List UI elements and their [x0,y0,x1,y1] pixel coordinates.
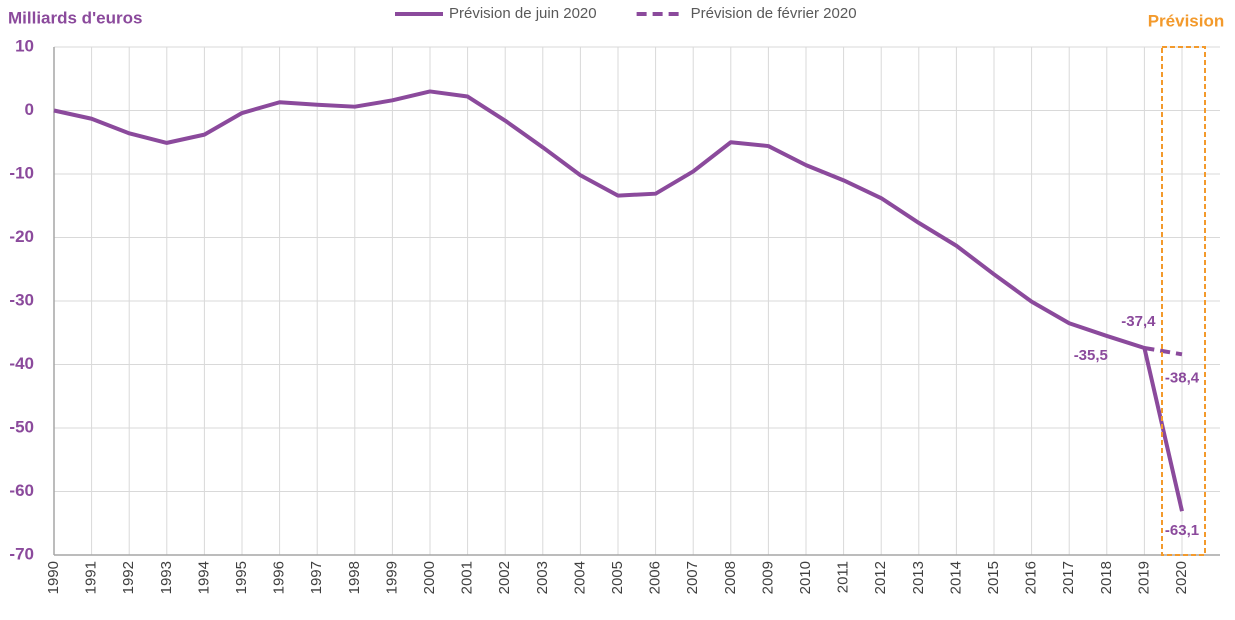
x-tick-label: 1994 [195,561,212,594]
x-tick-label: 1991 [83,561,100,594]
x-tick-label: 2001 [459,561,476,594]
x-tick-label: 2011 [835,561,852,593]
x-tick-label: 2019 [1135,561,1152,594]
y-axis-title: Milliards d'euros [8,8,142,27]
x-tick-label: 2013 [910,561,927,594]
forecast-box [1161,46,1206,556]
x-tick-label: 1990 [45,561,62,594]
x-tick-label: 1999 [383,561,400,594]
x-tick-label: 2006 [647,561,664,594]
x-tick-label: 2000 [421,561,438,594]
y-tick-label: -70 [9,544,34,563]
y-tick-label: -60 [9,481,34,500]
x-tick-label: 1995 [233,561,250,594]
data-label: -63,1 [1165,522,1199,539]
x-tick-label: 2007 [684,561,701,594]
y-tick-label: -30 [9,290,34,309]
x-tick-label: 2012 [872,561,889,594]
x-tick-label: 1997 [308,561,325,594]
data-label: -37,4 [1121,313,1156,330]
y-tick-label: 10 [15,36,34,55]
y-tick-label: -10 [9,163,34,182]
x-tick-label: 2018 [1098,561,1115,594]
x-tick-label: 2004 [571,561,588,594]
x-tick-label: 2002 [496,561,513,594]
legend-label: Prévision de juin 2020 [449,5,597,22]
x-tick-label: 2016 [1023,561,1040,594]
y-tick-label: -20 [9,227,34,246]
x-tick-label: 1998 [346,561,363,594]
y-tick-label: -50 [9,417,34,436]
y-tick-label: 0 [25,100,34,119]
data-label: -38,4 [1165,369,1200,386]
series-line [1144,346,1183,357]
data-label: -35,5 [1074,347,1108,364]
y-tick-label: -40 [9,354,34,373]
x-tick-label: 1993 [158,561,175,594]
series-line [53,89,1184,512]
x-tick-label: 2009 [759,561,776,594]
x-tick-label: 2020 [1173,561,1190,594]
x-tick-label: 2017 [1060,561,1077,594]
x-tick-label: 2010 [797,561,814,594]
x-tick-label: 2005 [609,561,626,594]
x-tick-label: 2015 [985,561,1002,594]
annotation: Prévision [1148,11,1225,30]
x-tick-label: 1996 [271,561,288,594]
x-tick-label: 2003 [534,561,551,594]
x-tick-label: 2014 [947,561,964,594]
x-tick-label: 1992 [120,561,137,594]
x-tick-label: 2008 [722,561,739,594]
legend-label: Prévision de février 2020 [691,5,857,22]
